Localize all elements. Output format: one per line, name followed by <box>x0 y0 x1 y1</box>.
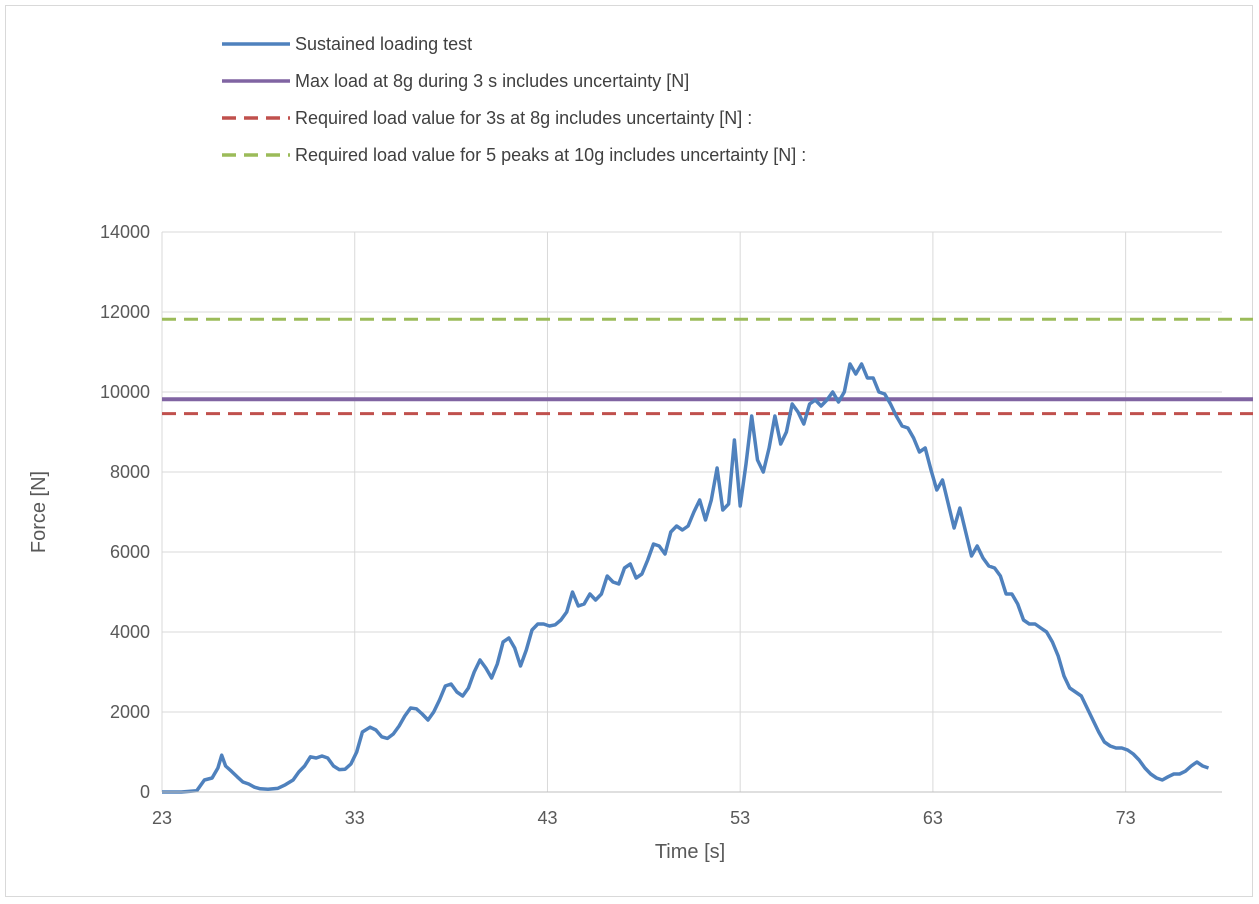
y-tick-label: 14000 <box>100 222 150 242</box>
series-line-sustained-loading-test <box>162 362 1210 794</box>
x-tick-label: 23 <box>152 808 172 828</box>
data-series <box>162 362 1210 794</box>
gridlines <box>161 231 1222 793</box>
legend: Sustained loading test Max load at 8g dur… <box>222 34 806 165</box>
y-tick-label: 10000 <box>100 382 150 402</box>
y-tick-label: 8000 <box>110 462 150 482</box>
legend-label: Required load value for 5 peaks at 10g i… <box>295 145 806 165</box>
x-tick-label: 73 <box>1116 808 1136 828</box>
y-tick-label: 4000 <box>110 622 150 642</box>
y-tick-label: 6000 <box>110 542 150 562</box>
chart-frame <box>5 5 1253 897</box>
legend-label: Sustained loading test <box>295 34 472 54</box>
x-tick-label: 53 <box>730 808 750 828</box>
x-tick-label: 63 <box>923 808 943 828</box>
x-axis-label: Time [s] <box>655 841 725 863</box>
y-tick-label: 2000 <box>110 702 150 722</box>
axes: 0 2000 4000 6000 8000 10000 12000 14000 23 33 43 53… <box>100 222 1222 828</box>
legend-label: Max load at 8g during 3 s includes uncer… <box>295 71 689 91</box>
y-tick-label: 0 <box>140 782 150 802</box>
x-tick-label: 33 <box>345 808 365 828</box>
y-tick-label: 12000 <box>100 302 150 322</box>
reference-lines <box>162 317 1253 416</box>
x-tick-label: 43 <box>537 808 557 828</box>
legend-label: Required load value for 3s at 8g include… <box>295 108 752 128</box>
y-axis-label: Force [N] <box>28 471 50 553</box>
